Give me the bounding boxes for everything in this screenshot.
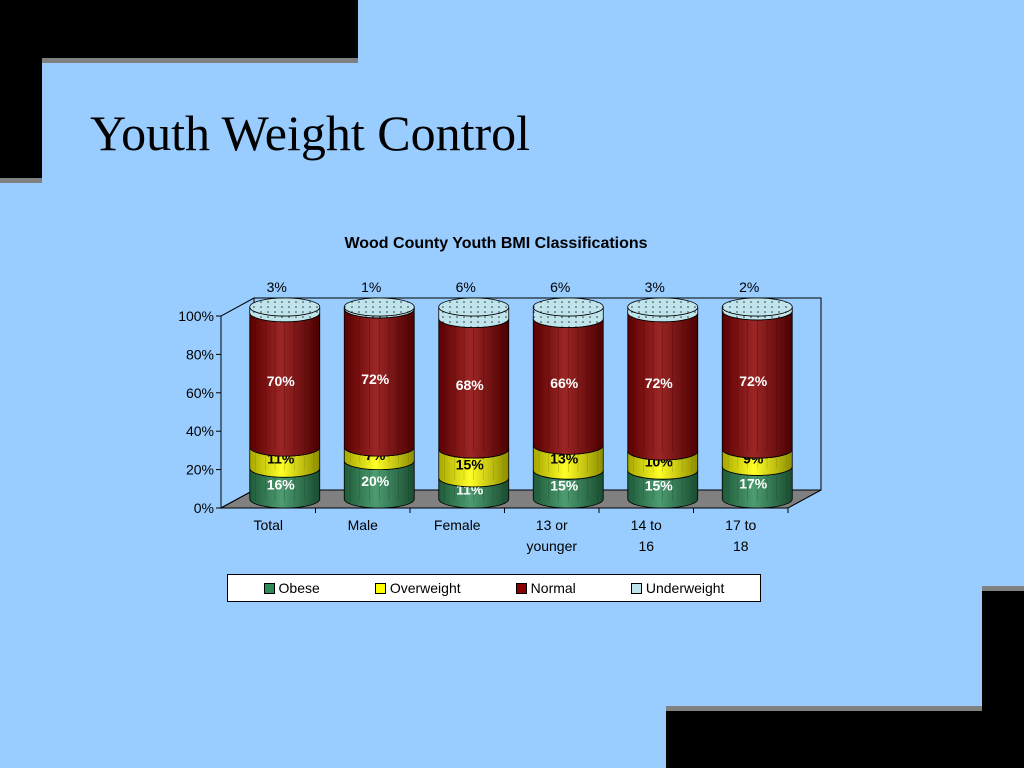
data-label-normal-female: 68% — [456, 377, 485, 393]
legend-item-underweight: Underweight — [630, 580, 725, 596]
legend-swatch-underweight — [630, 582, 642, 594]
left-decor-shadow — [0, 178, 42, 183]
data-label-obese-14-to-16: 15% — [645, 478, 674, 494]
x-label-14-to-16-line1: 14 to — [631, 517, 662, 533]
x-label-13-or-younger-line1: 13 or — [536, 517, 568, 533]
bottom-decor-bar — [666, 711, 1024, 768]
bar-cap-underweight-13-or-younger — [532, 297, 604, 317]
chart-side-wall — [220, 297, 255, 509]
chart-legend: Obese Overweight Normal Underweight — [227, 574, 761, 602]
x-label-17-to-18-line2: 18 — [733, 538, 749, 554]
legend-item-normal: Normal — [515, 580, 576, 596]
bar-cap-underweight-17-to-18 — [721, 297, 793, 317]
top-left-decor-bar — [0, 0, 358, 58]
data-label-obese-total: 16% — [267, 477, 296, 493]
legend-swatch-normal — [515, 582, 527, 594]
x-label-total: Total — [253, 517, 283, 533]
data-label-overweight-13-or-younger: 13% — [550, 451, 579, 467]
y-tick-label-4: 80% — [186, 346, 214, 362]
x-label-male: Male — [348, 517, 379, 533]
data-label-underweight-total: 3% — [267, 279, 287, 295]
top-left-decor-shadow — [42, 58, 358, 63]
data-label-underweight-14-to-16: 3% — [645, 279, 665, 295]
data-label-underweight-male: 1% — [361, 279, 381, 295]
legend-label-overweight: Overweight — [389, 580, 461, 596]
data-label-underweight-13-or-younger: 6% — [550, 279, 570, 295]
data-label-normal-total: 70% — [267, 373, 296, 389]
x-label-14-to-16-line2: 16 — [638, 538, 654, 554]
legend-item-obese: Obese — [263, 580, 320, 596]
bar-cap-underweight-total — [249, 297, 321, 317]
y-tick-label-3: 60% — [186, 385, 214, 401]
bar-cap-underweight-14-to-16 — [627, 297, 699, 317]
bar-cap-underweight-female — [438, 297, 510, 317]
bar-cap-underweight-male — [343, 297, 415, 317]
data-label-underweight-female: 6% — [456, 279, 476, 295]
y-tick-label-2: 40% — [186, 423, 214, 439]
legend-label-underweight: Underweight — [645, 580, 725, 596]
data-label-underweight-17-to-18: 2% — [739, 279, 759, 295]
slide-title: Youth Weight Control — [90, 105, 531, 161]
data-label-normal-14-to-16: 72% — [645, 375, 674, 391]
x-label-17-to-18-line1: 17 to — [725, 517, 756, 533]
y-tick-label-1: 20% — [186, 462, 214, 478]
left-decor-bar — [0, 58, 42, 178]
legend-swatch-obese — [263, 582, 275, 594]
data-label-obese-13-or-younger: 15% — [550, 478, 579, 494]
right-decor-shadow — [982, 586, 1024, 591]
x-label-female: Female — [434, 517, 481, 533]
legend-label-normal: Normal — [530, 580, 576, 596]
legend-label-obese: Obese — [278, 580, 320, 596]
legend-swatch-overweight — [374, 582, 386, 594]
y-tick-label-0: 0% — [194, 500, 214, 516]
data-label-normal-17-to-18: 72% — [739, 373, 768, 389]
y-tick-label-5: 100% — [178, 308, 214, 324]
bottom-decor-shadow — [666, 706, 982, 711]
data-label-obese-male: 20% — [361, 473, 390, 489]
chart-title: Wood County Youth BMI Classifications — [344, 235, 647, 252]
legend-item-overweight: Overweight — [374, 580, 461, 596]
x-label-13-or-younger-line2: younger — [526, 538, 577, 554]
data-label-obese-17-to-18: 17% — [739, 476, 768, 492]
data-label-overweight-female: 15% — [456, 456, 485, 472]
data-label-normal-male: 72% — [361, 371, 390, 387]
data-label-normal-13-or-younger: 66% — [550, 375, 579, 391]
